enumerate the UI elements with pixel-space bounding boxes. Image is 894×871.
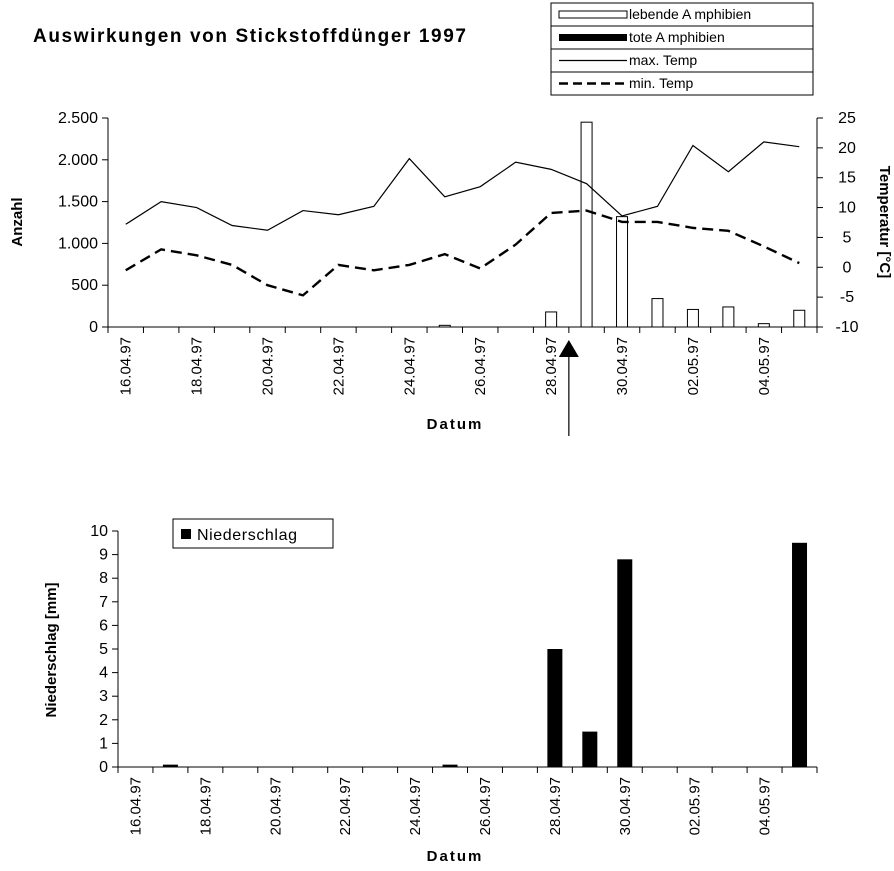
y-tick-label-2: 1 (99, 735, 108, 752)
legend-swatch-dead (559, 34, 627, 41)
bar-precipitation (162, 764, 178, 767)
x-tick-label-2: 16.04.97 (127, 777, 144, 835)
legend-cell (550, 71, 814, 96)
legend-box-2 (172, 518, 334, 549)
y2-tick-label: 5 (843, 229, 852, 246)
y-tick-label: 2.500 (58, 110, 98, 127)
bar-live (545, 311, 558, 328)
y-tick-label: 1.500 (58, 194, 98, 211)
bar-live (722, 306, 735, 328)
y-axis-left: 0 500 1.000 1.500 2.000 2.500 (58, 110, 108, 336)
chart-precipitation: 0 1 2 3 4 5 6 7 8 9 10 16.04.97 18.04.97 20.04.97 22.… (43, 518, 818, 865)
x-tick-label: 16.04.97 (118, 337, 135, 395)
y2-tick-label: -5 (840, 289, 854, 306)
y2-tick-label: 15 (838, 170, 856, 187)
y-tick-label-2: 10 (90, 523, 108, 540)
legend: lebende A mphibien tote A mphibien max. Te… (550, 2, 814, 97)
y-tick-label-2: 8 (99, 570, 108, 587)
x-tick-label: 22.04.97 (330, 337, 347, 395)
bar-live (651, 298, 664, 328)
y-tick-label-2: 2 (99, 712, 108, 729)
bars-live-amphibians (438, 121, 806, 328)
y2-tick-label: -10 (835, 319, 858, 336)
x-tick-label: 02.05.97 (685, 337, 702, 395)
bar-live (757, 323, 770, 328)
x-tick-label: 20.04.97 (260, 337, 277, 395)
legend-label: lebende A mphibien (629, 6, 751, 22)
chart-title: Auswirkungen von Stickstoffdünger 1997 (33, 26, 468, 47)
y-axis-2: 0 1 2 3 4 5 6 7 8 9 10 (90, 523, 118, 776)
x-tick-label-2: 04.05.97 (757, 777, 774, 835)
x-tick-label: 26.04.97 (472, 337, 489, 395)
y-axis-title-2: Niederschlag [mm] (43, 582, 60, 717)
bar-live (580, 121, 593, 328)
x-tick-label-2: 28.04.97 (547, 777, 564, 835)
y-tick-label-2: 6 (99, 617, 108, 634)
legend-swatch-precipitation (181, 529, 191, 539)
annotation-arrow (558, 340, 579, 436)
x-tick-label-2: 30.04.97 (617, 777, 634, 835)
y-tick-label: 2.000 (58, 152, 98, 169)
y-tick-label-2: 5 (99, 641, 108, 658)
series-line-min-temp (125, 209, 800, 297)
bar-live (616, 216, 629, 328)
bar-live (793, 309, 806, 328)
x-axis: 16.04.97 18.04.97 20.04.97 22.04.97 24.04.97… (107, 327, 818, 395)
legend-label: min. Temp (629, 75, 694, 91)
y-axis-title-right: Temperatur [°C] (876, 166, 893, 278)
y-tick-label-2: 7 (99, 594, 108, 611)
legend-swatch-live (558, 10, 628, 19)
y-axis-title-left: Anzahl (9, 197, 26, 246)
x-tick-label: 24.04.97 (401, 337, 418, 395)
x-axis-2: 16.04.97 18.04.97 20.04.97 22.04.97 24.04.97… (117, 767, 818, 835)
bar-precipitation (547, 649, 563, 767)
y2-tick-label: 20 (838, 140, 856, 157)
y2-tick-label: 10 (838, 200, 856, 217)
legend-label: max. Temp (629, 52, 697, 68)
y-tick-label-2: 4 (99, 665, 108, 682)
x-tick-label-2: 24.04.97 (407, 777, 424, 835)
bar-precipitation (617, 559, 633, 767)
bar-live (438, 324, 451, 328)
x-tick-label: 30.04.97 (614, 337, 631, 395)
legend-label-2: Niederschlag (197, 527, 298, 544)
y-tick-label-2: 0 (99, 759, 108, 776)
bar-precipitation (792, 542, 808, 767)
legend-2: Niederschlag (172, 518, 334, 549)
x-tick-label-2: 18.04.97 (197, 777, 214, 835)
y-tick-label: 1.000 (58, 235, 98, 252)
y2-tick-label: 0 (843, 259, 852, 276)
bar-live (686, 308, 699, 328)
legend-label: tote A mphibien (629, 29, 725, 45)
bar-precipitation (582, 731, 598, 767)
arrow-head (558, 340, 579, 357)
x-tick-label: 28.04.97 (543, 337, 560, 395)
y-tick-label: 0 (89, 319, 98, 336)
x-axis-title-2: Datum (427, 848, 484, 865)
y-tick-label: 500 (71, 277, 98, 294)
y-tick-label-2: 3 (99, 688, 108, 705)
temperature-lines (125, 141, 800, 297)
y2-tick-label: 25 (838, 110, 856, 127)
x-tick-label-2: 22.04.97 (337, 777, 354, 835)
plot-frame (107, 118, 818, 328)
x-tick-label: 18.04.97 (189, 337, 206, 395)
x-tick-label-2: 02.05.97 (687, 777, 704, 835)
x-tick-label: 04.05.97 (756, 337, 773, 395)
bars-precipitation (162, 542, 808, 767)
bar-precipitation (442, 764, 458, 767)
x-tick-label-2: 26.04.97 (477, 777, 494, 835)
x-tick-label-2: 20.04.97 (267, 777, 284, 835)
y-axis-right: -10 -5 0 5 10 15 20 25 (817, 110, 859, 336)
y-tick-label-2: 9 (99, 547, 108, 564)
chart-temperature-amphibians: Auswirkungen von Stickstoffdünger 1997 0… (9, 2, 893, 436)
legend-box (551, 3, 813, 97)
series-line-max-temp (125, 141, 800, 231)
plot-frame-2 (117, 531, 817, 768)
x-axis-title: Datum (427, 416, 484, 433)
